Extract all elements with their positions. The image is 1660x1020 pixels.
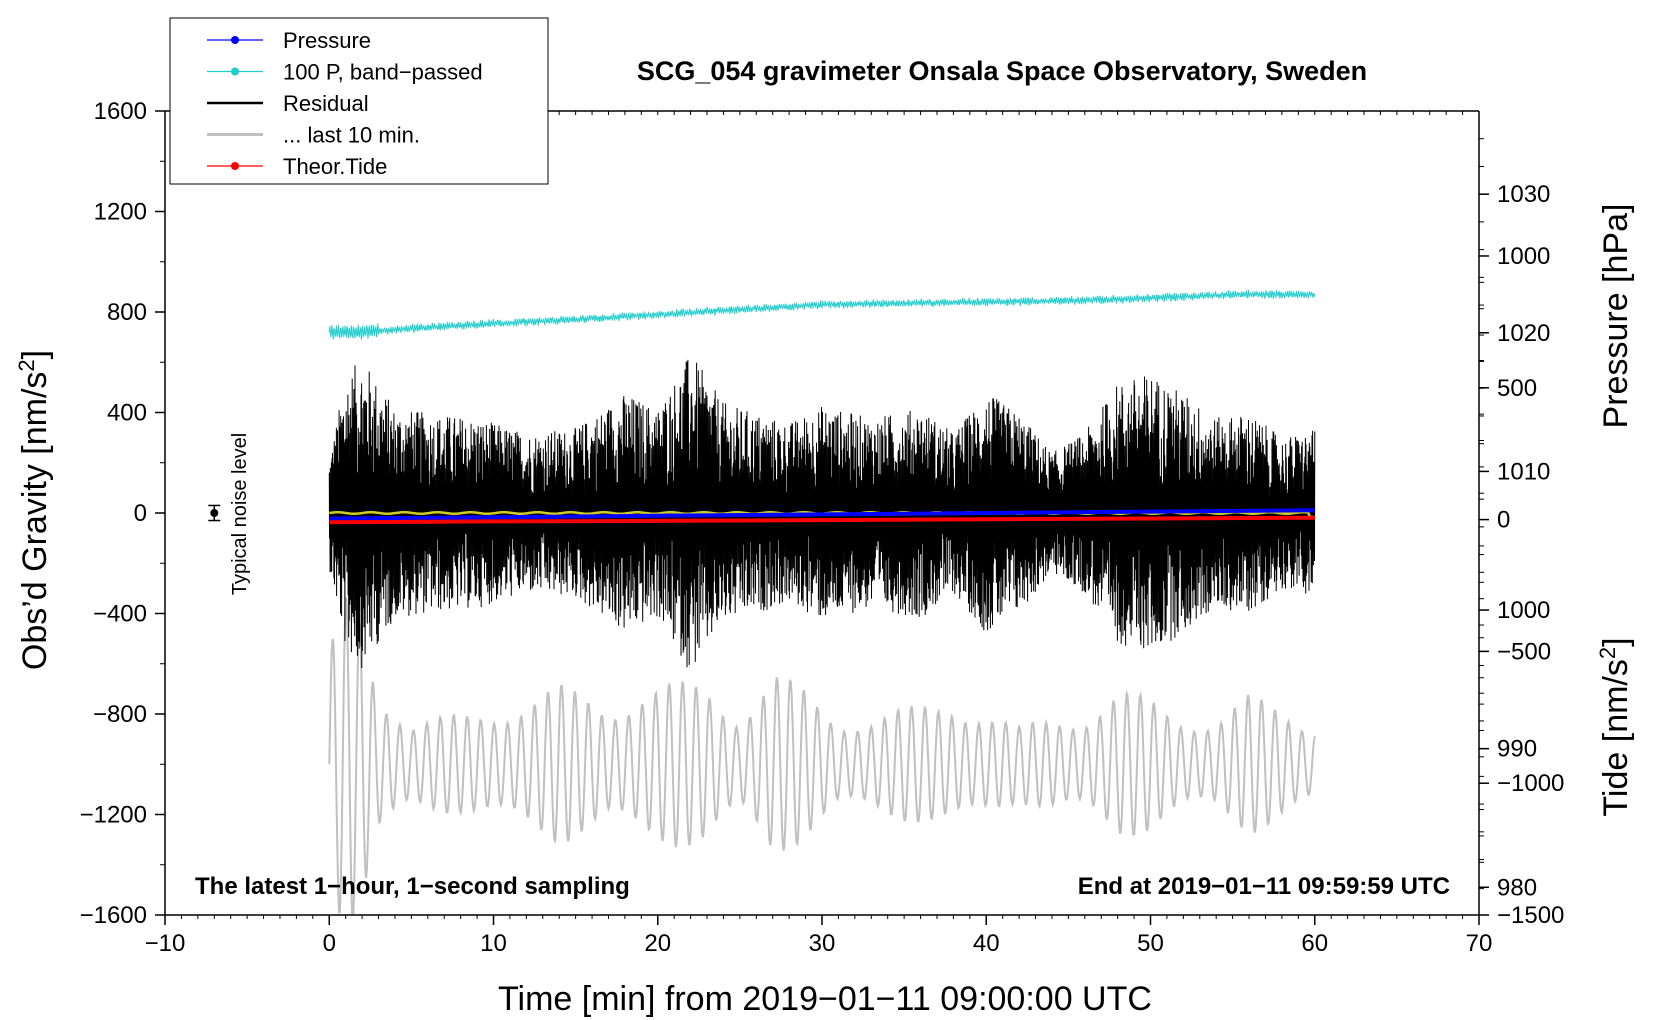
pressure-tick-label: 990	[1497, 736, 1537, 763]
x-axis-title: Time [min] from 2019−01−11 09:00:00 UTC	[498, 980, 1152, 1018]
tide-tick-label: 500	[1497, 375, 1537, 402]
tide-axis-title-sup: 2	[1595, 647, 1620, 659]
noise-level-marker	[208, 504, 221, 522]
annotation-end-time: End at 2019−01−11 09:59:59 UTC	[1078, 873, 1450, 900]
y-tick-label: 800	[107, 299, 147, 326]
legend-label: 100 P, band−passed	[283, 60, 483, 85]
x-tick-label: 30	[809, 930, 836, 957]
noise-dot	[210, 509, 219, 517]
legend-item: Pressure	[207, 28, 371, 53]
tide-axis-title: Tide [nm/s2]	[1595, 637, 1635, 816]
annotation-sampling: The latest 1−hour, 1−second sampling	[195, 873, 630, 900]
series-pressure	[329, 508, 1315, 521]
tide-axis-title-close: ]	[1597, 637, 1635, 646]
y-tick-label: −400	[93, 601, 147, 628]
series-residual	[328, 359, 1316, 669]
pressure-tick-label: 980	[1497, 874, 1537, 901]
legend-box	[169, 17, 549, 185]
chart-title: SCG_054 gravimeter Onsala Space Observat…	[637, 56, 1367, 86]
series-theor-tide	[329, 515, 1315, 525]
legend-item: ... last 10 min.	[207, 123, 420, 148]
legend-item: 100 P, band−passed	[207, 60, 483, 85]
y-tick-label: −800	[93, 701, 147, 728]
x-tick-label: 10	[480, 930, 507, 957]
tide-axis-title-main: Tide [nm/s	[1597, 659, 1635, 816]
legend-label: Theor.Tide	[283, 154, 387, 179]
y-tick-label: 400	[107, 400, 147, 427]
series-band-passed	[328, 289, 1316, 340]
y-tick-label: −1200	[80, 802, 147, 829]
left-axis-title-close: ]	[16, 350, 54, 359]
x-tick-label: 0	[323, 930, 336, 957]
y-tick-label: −1600	[80, 902, 147, 929]
left-axis-title: Obs’d Gravity [nm/s2]	[14, 350, 54, 670]
legend-swatch-marker	[231, 67, 239, 76]
tide-tick-label: 1000	[1497, 243, 1550, 270]
tide-tick-label: 0	[1497, 507, 1510, 534]
x-tick-label: 70	[1466, 930, 1493, 957]
pressure-tick-label: 1020	[1497, 320, 1550, 347]
x-tick-label: 40	[973, 930, 1000, 957]
y-tick-label: 1600	[94, 98, 147, 125]
legend-swatch-marker	[231, 36, 239, 44]
legend: Pressure 100 P, band−passed Residual ... la…	[169, 17, 549, 185]
series-last-10-min	[328, 596, 1316, 915]
pressure-tick-label: 1030	[1497, 181, 1550, 208]
x-tick-label: 60	[1301, 930, 1328, 957]
legend-label: Pressure	[283, 28, 371, 53]
pressure-tick-label: 1000	[1497, 597, 1550, 624]
y-tick-label: 0	[134, 500, 147, 527]
legend-item: Residual	[207, 91, 369, 116]
y-tick-label: 1200	[94, 199, 147, 226]
tide-tick-label: −1000	[1497, 770, 1564, 797]
pressure-tick-label: 1010	[1497, 458, 1550, 485]
legend-label: Residual	[283, 91, 369, 116]
noise-level-label: Typical noise level	[229, 433, 251, 595]
legend-swatch-marker	[231, 162, 239, 170]
x-tick-label: 20	[644, 930, 671, 957]
pressure-axis-title: Pressure [hPa]	[1597, 204, 1635, 429]
legend-item: Theor.Tide	[207, 154, 387, 179]
left-axis-title-main: Obs’d Gravity [nm/s	[16, 372, 54, 671]
x-tick-label: −10	[145, 930, 186, 957]
left-axis-title-sup: 2	[14, 359, 39, 371]
x-tick-label: 50	[1137, 930, 1164, 957]
tide-tick-label: −500	[1497, 638, 1551, 665]
legend-label: ... last 10 min.	[283, 123, 420, 148]
tide-tick-label: −1500	[1497, 902, 1564, 929]
